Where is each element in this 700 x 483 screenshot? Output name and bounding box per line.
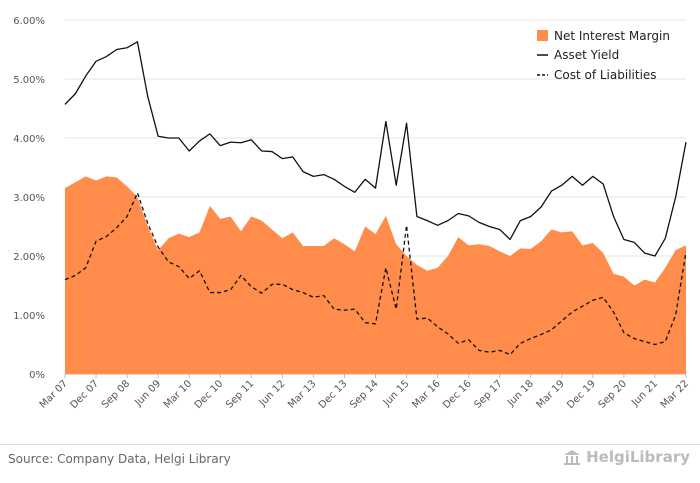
x-tick-label: Mar 13: [286, 378, 318, 410]
x-tick-label: Mar 22: [659, 378, 691, 410]
x-tick-label: Dec 19: [565, 378, 598, 411]
chart: 0%1.00%2.00%3.00%4.00%5.00%6.00% Mar 07D…: [13, 16, 691, 411]
x-tick-label: Jun 09: [132, 378, 163, 409]
brand-logo: HelgiLibrary: [563, 448, 690, 466]
y-tick-label: 0%: [29, 370, 45, 381]
x-tick-label: Jun 15: [381, 378, 412, 409]
x-tick-label: Sep 20: [597, 378, 629, 410]
source-note: Source: Company Data, Helgi Library: [8, 452, 231, 466]
x-tick-label: Jun 21: [629, 378, 660, 409]
y-axis-ticks: 0% 1.00% 2.00% 3.00% 4.00% 5.00% 6.00%: [13, 16, 45, 381]
brand-name: HelgiLibrary: [586, 448, 690, 466]
x-tick-label: Jun 18: [505, 378, 536, 409]
x-tick-label: Mar 07: [38, 378, 70, 410]
x-tick-label: Mar 19: [535, 378, 567, 410]
legend-label-asset-yield: Asset Yield: [554, 48, 619, 62]
legend-label-cost-of-liabilities: Cost of Liabilities: [554, 68, 657, 82]
library-building-icon: [564, 450, 581, 465]
cost-of-liabilities-line: [64, 192, 687, 356]
x-tick-label: Jun 12: [257, 378, 288, 409]
x-tick-label: Mar 16: [410, 378, 442, 410]
x-tick-label: Dec 13: [317, 378, 350, 411]
footer-divider: [0, 444, 700, 445]
y-tick-label: 3.00%: [13, 193, 45, 204]
x-tick-label: Dec 07: [68, 378, 101, 411]
x-tick-label: Dec 10: [193, 378, 226, 411]
x-tick-label: Mar 10: [162, 378, 194, 410]
net-interest-margin-area: [65, 176, 686, 374]
x-tick-label: Dec 16: [441, 378, 474, 411]
y-tick-label: 5.00%: [13, 75, 45, 86]
nim-area-layer: [65, 176, 686, 374]
x-tick-label: Sep 08: [100, 378, 132, 410]
x-tick-label: Sep 14: [348, 378, 380, 410]
line-layer: [64, 41, 687, 356]
x-tick-label: Sep 11: [224, 378, 256, 410]
x-tick-label: Sep 17: [472, 378, 504, 410]
legend-swatch-net-interest-margin: [537, 30, 548, 41]
y-tick-label: 4.00%: [13, 134, 45, 145]
y-tick-label: 1.00%: [13, 311, 45, 322]
y-tick-label: 6.00%: [13, 16, 45, 27]
asset-yield-line: [64, 41, 687, 257]
y-tick-label: 2.00%: [13, 252, 45, 263]
legend: Net Interest Margin Asset Yield Cost of …: [537, 29, 670, 82]
legend-label-net-interest-margin: Net Interest Margin: [554, 29, 670, 43]
